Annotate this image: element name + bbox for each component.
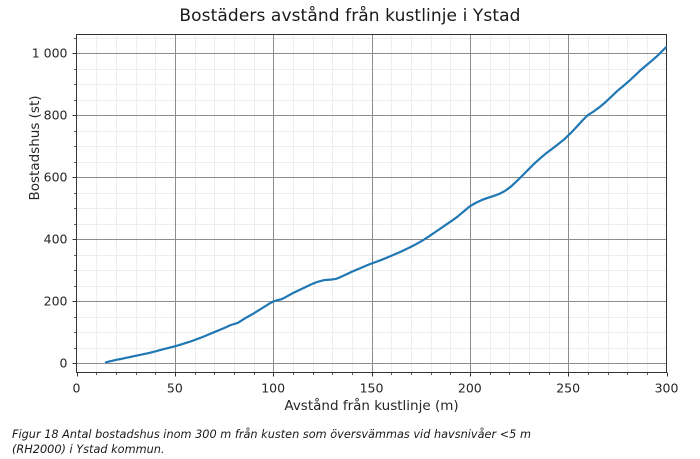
x-tick-label: 100	[261, 381, 285, 396]
y-tick-label: 600	[44, 170, 68, 185]
y-tick-label: 400	[44, 232, 68, 247]
minor-gridlines	[76, 34, 667, 373]
axis-ticks	[72, 38, 668, 377]
plot-frame	[76, 34, 667, 373]
axis-tick-labels: 0 50 100 150 200 250 300 0 200 400 600 800 1 000	[32, 46, 679, 396]
x-tick-label: 50	[167, 381, 183, 396]
y-tick-label: 0	[60, 356, 68, 371]
y-axis-label: Bostadshus (st)	[27, 95, 43, 201]
figure-caption: Figur 18 Antal bostadshus inom 300 m frå…	[12, 428, 531, 457]
y-tick-label: 1 000	[32, 46, 68, 61]
y-tick-label: 800	[44, 108, 68, 123]
x-axis-label: Avstånd från kustlinje (m)	[284, 398, 459, 414]
data-series-layer	[104, 45, 667, 364]
x-tick-label: 150	[360, 381, 384, 396]
x-tick-label: 250	[556, 381, 580, 396]
x-tick-label: 300	[655, 381, 679, 396]
x-tick-label: 0	[73, 381, 81, 396]
y-tick-label: 200	[44, 294, 68, 309]
x-tick-label: 200	[458, 381, 482, 396]
chart-title: Bostäders avstånd från kustlinje i Ystad	[179, 6, 521, 26]
major-gridlines	[76, 34, 667, 373]
series-line	[104, 45, 667, 364]
